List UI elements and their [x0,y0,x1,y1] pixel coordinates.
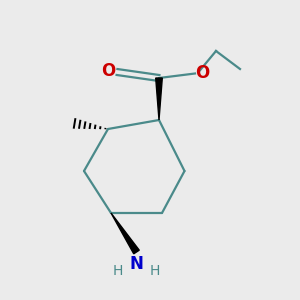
Polygon shape [111,213,139,254]
Text: H: H [150,264,160,278]
Text: O: O [195,64,210,82]
Text: N: N [130,255,143,273]
Text: H: H [113,264,123,278]
Text: O: O [101,62,116,80]
Polygon shape [156,78,162,120]
